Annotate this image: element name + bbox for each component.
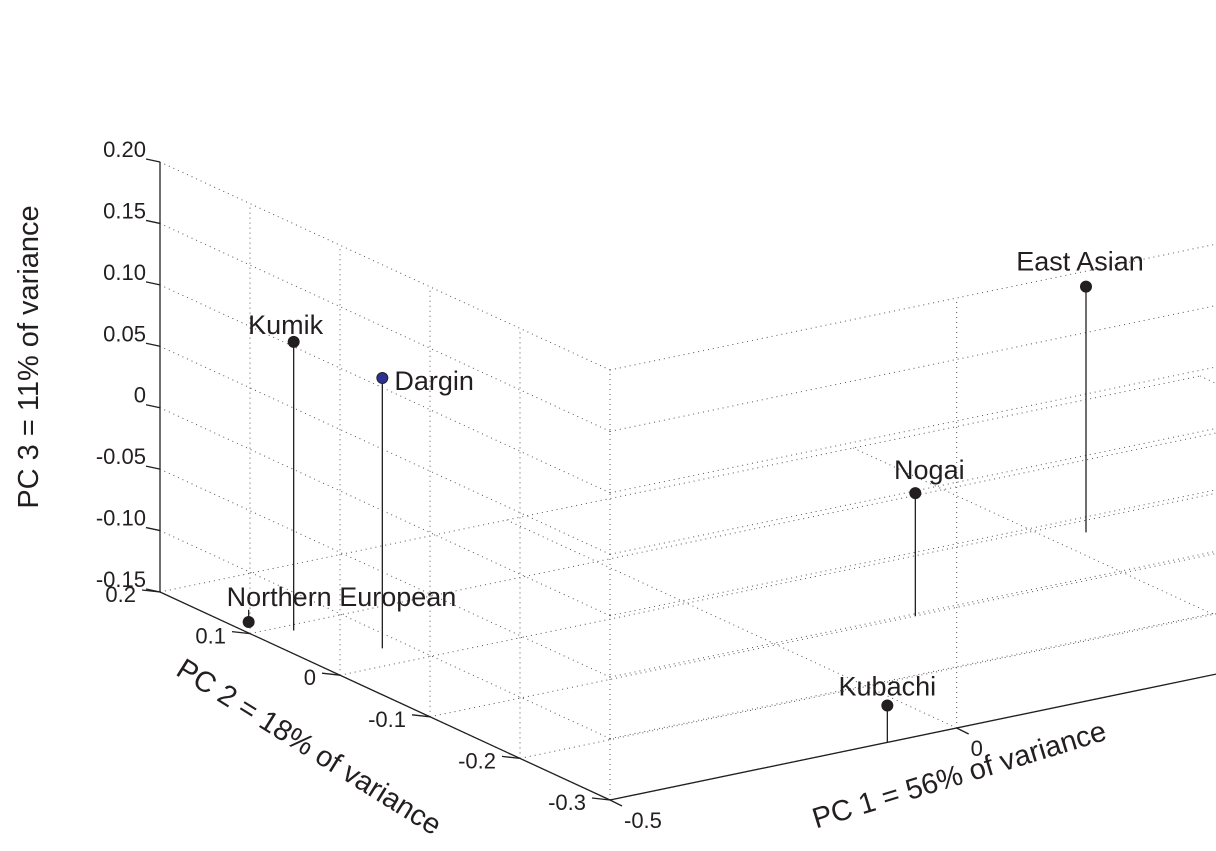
point-stems	[248, 286, 1087, 743]
grid-line	[159, 161, 611, 371]
data-points	[242, 280, 1092, 712]
z-tick-mark	[145, 342, 161, 347]
y-axis-line	[159, 591, 611, 801]
grid-line	[609, 427, 1216, 555]
data-point	[242, 616, 255, 629]
x-tick-label: -0.5	[624, 808, 662, 833]
grid-line	[159, 375, 1201, 593]
data-point	[376, 372, 389, 385]
z-tick-label: -0.10	[96, 506, 146, 531]
point-label: Kubachi	[839, 672, 937, 702]
z-tick-label: 0.10	[103, 260, 146, 285]
grid-line	[249, 432, 1216, 635]
point-label: East Asian	[1016, 247, 1144, 277]
x-axis-title: PC 1 = 56% of variance	[809, 715, 1110, 835]
data-point	[1080, 280, 1092, 293]
z-axis-title: PC 3 = 11% of variance	[13, 205, 45, 508]
point-label: Dargin	[394, 366, 474, 396]
grid-line	[159, 284, 611, 494]
z-tick-label: 0.05	[103, 321, 146, 346]
z-tick-mark	[145, 158, 161, 163]
x-tick-mark	[956, 727, 969, 735]
x-tick-label: 0	[971, 736, 983, 761]
y-tick-label: 0.2	[105, 582, 136, 607]
z-tick-mark	[145, 465, 161, 470]
grid-line	[159, 468, 611, 678]
z-tick-label: -0.15	[96, 567, 146, 592]
x-tick-mark	[609, 799, 623, 807]
y-tick-label: -0.2	[458, 748, 496, 773]
z-tick-label: 0.20	[103, 137, 146, 162]
data-point	[287, 335, 300, 348]
data-point	[881, 699, 894, 712]
grid-line	[159, 222, 611, 432]
point-labels: Kumik Dargin Northern European Kubachi Nogai…	[227, 247, 1144, 702]
y-tick-mark	[321, 672, 341, 676]
y-tick-label: -0.1	[368, 707, 406, 732]
z-tick-mark	[145, 526, 161, 532]
z-tick-mark	[145, 219, 161, 225]
z-tick-label: -0.05	[96, 444, 146, 469]
z-tick-mark	[145, 404, 161, 409]
grid-line	[609, 489, 1216, 617]
tick-labels: -0.15-0.10-0.0500.050.100.150.20-0.3-0.2…	[96, 137, 983, 833]
y-tick-label: -0.3	[548, 790, 586, 815]
axis-lines	[159, 162, 1216, 801]
z-tick-label: 0	[134, 383, 146, 408]
y-tick-mark	[141, 589, 161, 593]
z-tick-mark	[145, 281, 161, 286]
y-tick-mark	[501, 755, 521, 760]
grid-line	[429, 553, 1216, 718]
y-tick-mark	[231, 630, 251, 635]
y-tick-mark	[411, 714, 431, 718]
y-tick-mark	[591, 797, 611, 801]
point-label: Nogai	[894, 455, 965, 485]
z-tick-label: 0.15	[103, 198, 146, 223]
data-point	[909, 487, 922, 500]
y-tick-label: 0	[304, 665, 316, 690]
x-axis-line	[609, 673, 1216, 801]
point-label: Northern European	[227, 582, 457, 612]
grid-line	[609, 612, 1216, 740]
grid-line	[339, 492, 1216, 676]
point-label: Kumik	[248, 310, 324, 340]
y-tick-label: 0.1	[195, 624, 226, 649]
